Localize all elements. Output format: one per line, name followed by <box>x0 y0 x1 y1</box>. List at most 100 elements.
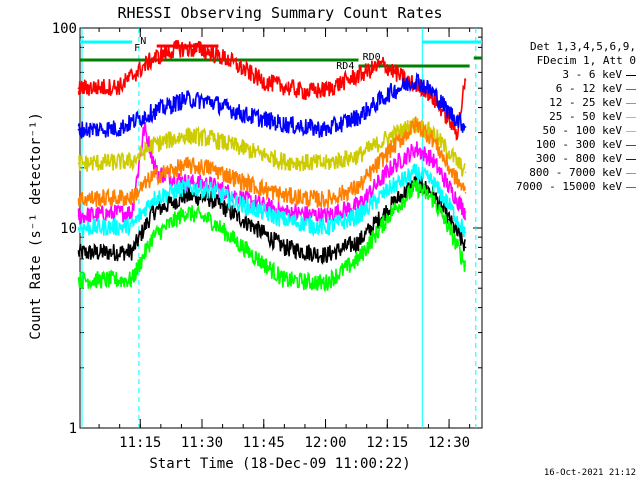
legend: Det 1,3,4,5,6,9, FDecim 1, Att 0 3 - 6 k… <box>486 40 636 194</box>
data-point <box>431 158 434 161</box>
data-point <box>324 199 327 201</box>
data-point <box>209 218 212 221</box>
series-line <box>77 71 466 139</box>
data-point <box>77 162 80 165</box>
data-point <box>176 47 179 50</box>
legend-label: 12 - 25 keV <box>549 96 622 109</box>
data-point <box>431 90 434 93</box>
legend-label: 6 - 12 keV <box>555 82 622 95</box>
y-tick-label: 10 <box>60 221 77 237</box>
data-point <box>77 87 80 90</box>
data-point <box>283 279 286 281</box>
data-point <box>184 186 187 188</box>
legend-label: 800 - 7000 keV <box>529 166 622 179</box>
series-3 <box>77 162 467 238</box>
data-point <box>209 166 212 169</box>
legend-swatch <box>626 88 636 90</box>
data-point <box>464 264 467 267</box>
legend-label: 100 - 300 keV <box>535 138 622 151</box>
data-point <box>209 137 212 140</box>
data-point <box>390 90 393 93</box>
data-point <box>382 63 384 65</box>
flare-label: F <box>134 43 140 54</box>
data-point <box>390 186 393 188</box>
data-point <box>184 194 187 197</box>
data-point <box>464 191 467 194</box>
data-point <box>464 79 467 81</box>
night-label: N <box>140 36 146 47</box>
x-axis-label: Start Time (18-Dec-09 11:00:22) <box>149 456 410 472</box>
series-line <box>77 162 466 238</box>
data-point <box>242 147 244 150</box>
data-point <box>209 189 212 191</box>
data-point <box>242 204 244 207</box>
data-point <box>324 215 327 217</box>
data-point <box>283 194 286 197</box>
data-point <box>415 123 417 126</box>
data-point <box>242 246 244 249</box>
legend-header-1: Det 1,3,4,5,6,9, <box>530 40 636 53</box>
x-tick-label: 12:00 <box>304 435 346 451</box>
legend-entry: 50 - 100 keV <box>486 124 636 138</box>
data-point <box>357 215 360 217</box>
data-point <box>390 134 393 137</box>
data-point <box>448 151 450 153</box>
legend-swatch <box>626 74 636 76</box>
data-point <box>131 279 133 281</box>
x-tick-label: 11:30 <box>181 435 223 451</box>
data-point <box>77 279 80 281</box>
data-point <box>201 48 203 51</box>
data-point <box>151 211 154 213</box>
legend-entry: 6 - 12 keV <box>486 82 636 96</box>
data-point <box>151 111 154 113</box>
x-tick-label: 12:30 <box>428 435 470 451</box>
data-point <box>131 160 133 163</box>
legend-entry: 12 - 25 keV <box>486 96 636 110</box>
data-point <box>464 171 467 174</box>
series-4 <box>77 117 467 177</box>
data-point <box>209 100 212 103</box>
data-point <box>324 254 327 257</box>
data-point <box>209 197 212 200</box>
x-tick-label: 11:45 <box>243 435 285 451</box>
chart-title: RHESSI Observing Summary Count Rates <box>117 4 442 22</box>
series-line <box>77 117 466 177</box>
data-point <box>131 211 133 213</box>
data-point <box>464 126 467 128</box>
data-point <box>118 127 121 130</box>
data-point <box>415 147 417 150</box>
legend-label: 300 - 800 keV <box>535 152 622 165</box>
series-7 <box>77 116 467 209</box>
data-point <box>448 227 450 229</box>
data-point <box>131 196 133 199</box>
legend-entry: 800 - 7000 keV <box>486 166 636 180</box>
rd0-label: RD0 <box>363 52 381 63</box>
data-point <box>242 181 244 183</box>
data-point <box>184 211 187 213</box>
data-point <box>431 181 434 183</box>
data-point <box>283 123 286 126</box>
series-line <box>77 175 466 265</box>
series-line <box>77 40 466 141</box>
legend-swatch <box>626 102 636 104</box>
y-tick-label: 100 <box>52 21 77 37</box>
data-point <box>357 154 360 157</box>
data-point <box>143 126 146 128</box>
legend-header-2: FDecim 1, Att 0 <box>536 54 636 67</box>
series-line <box>77 179 466 293</box>
data-point <box>415 79 417 81</box>
data-point <box>151 58 154 60</box>
legend-swatch <box>626 172 636 174</box>
data-point <box>262 80 265 83</box>
data-point <box>283 246 286 249</box>
data-point <box>448 166 450 169</box>
legend-entry: 300 - 800 keV <box>486 152 636 166</box>
data-point <box>77 128 80 131</box>
series-5 <box>77 40 467 141</box>
data-point <box>357 186 360 188</box>
series-line <box>77 121 466 225</box>
data-point <box>77 197 80 200</box>
data-point <box>131 251 133 253</box>
data-point <box>431 137 434 140</box>
data-point <box>448 111 450 113</box>
